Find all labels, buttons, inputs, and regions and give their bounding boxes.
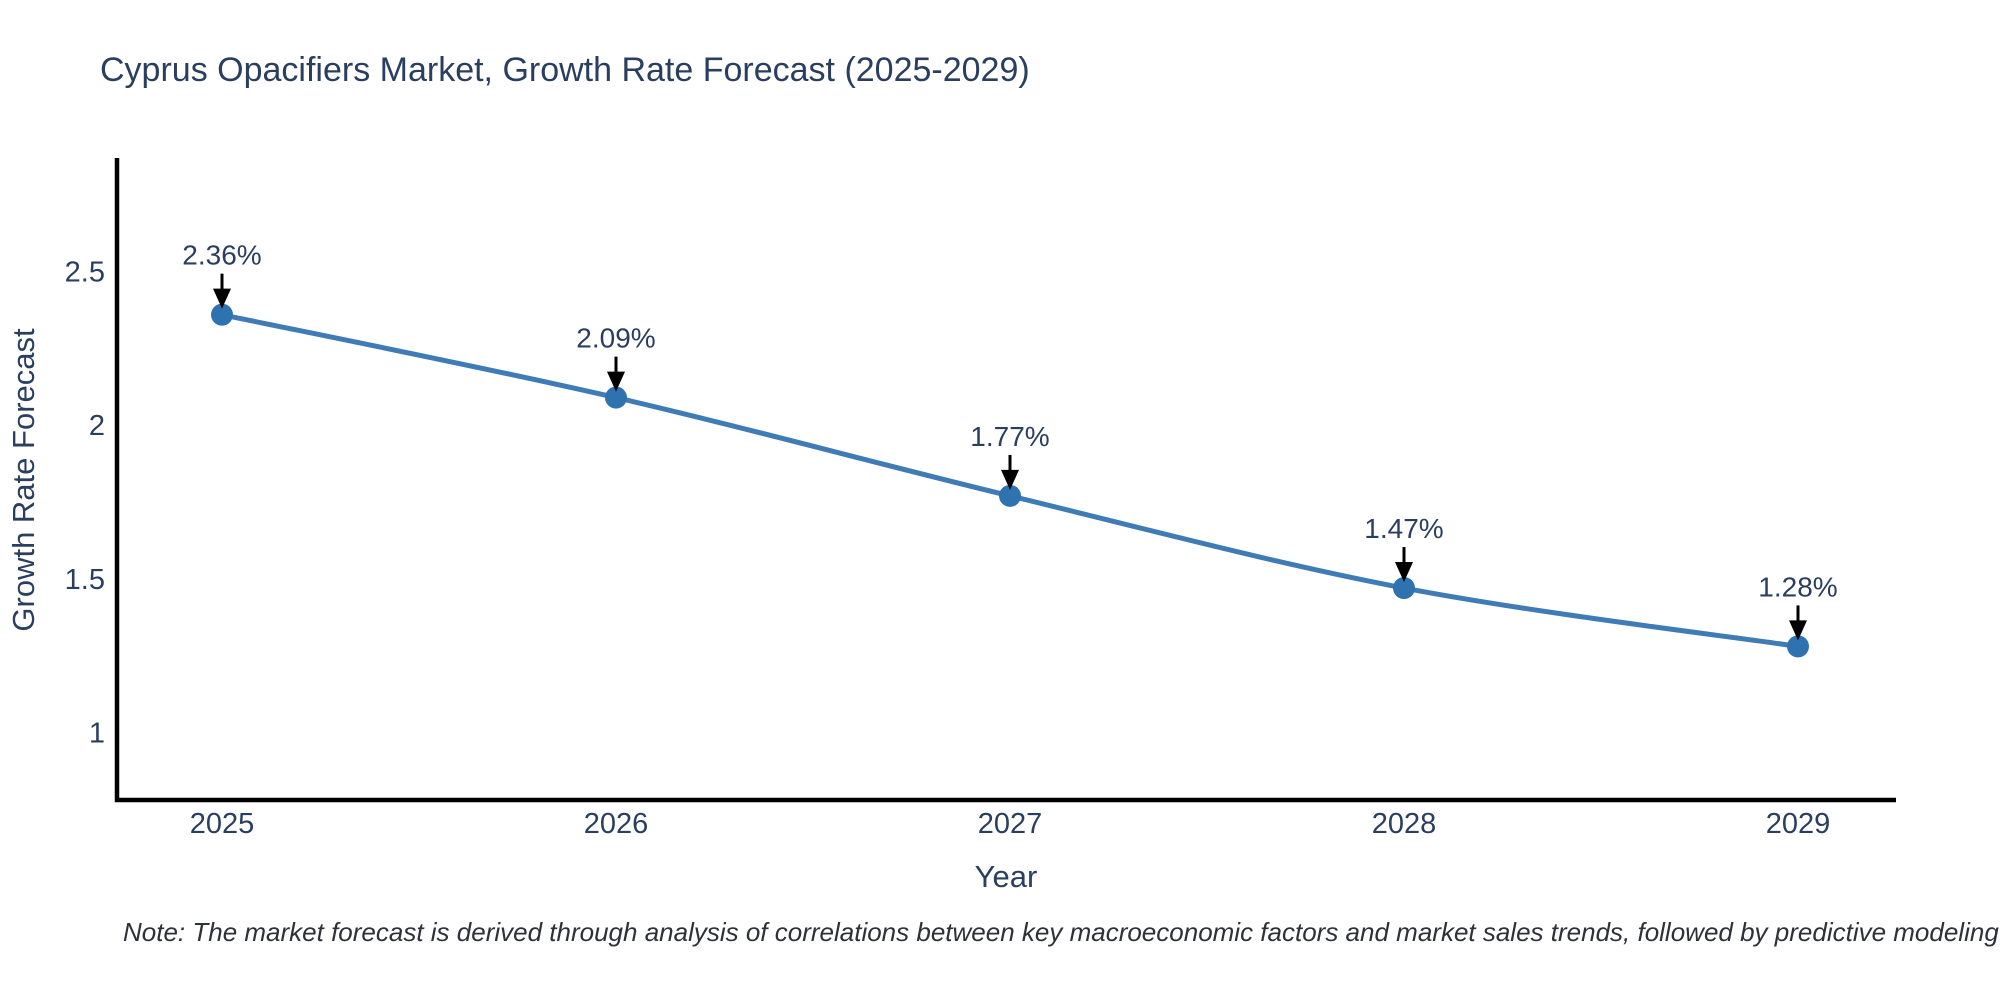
annotation-arrow-head (1789, 620, 1807, 641)
chart-title: Cyprus Opacifiers Market, Growth Rate Fo… (100, 51, 1030, 89)
x-tick-label: 2028 (1372, 808, 1437, 840)
annotation-arrow-head (1395, 562, 1413, 583)
x-tick-label: 2027 (978, 808, 1043, 840)
y-tick-label: 1 (89, 717, 105, 749)
y-axis-title: Growth Rate Forecast (6, 328, 41, 632)
point-value-label: 1.28% (1758, 571, 1837, 602)
data-point-2029 (1787, 635, 1809, 658)
data-point-2028 (1393, 577, 1415, 600)
y-tick-label: 2.5 (65, 257, 105, 289)
x-axis-tick-labels: 2025 2026 2027 2028 2029 (190, 808, 1831, 840)
annotation-arrow-head (1001, 469, 1019, 490)
point-value-label: 2.36% (182, 240, 261, 271)
point-value-label: 2.09% (576, 323, 655, 354)
x-tick-label: 2029 (1766, 808, 1831, 840)
data-points-layer (211, 303, 1809, 658)
data-point-2027 (999, 484, 1021, 507)
y-tick-label: 1.5 (65, 564, 105, 596)
point-value-label: 1.47% (1364, 513, 1443, 544)
x-tick-label: 2026 (584, 808, 649, 840)
y-axis-tick-labels: 1 1.5 2 2.5 (65, 257, 105, 750)
footnote: Note: The market forecast is derived thr… (123, 917, 2000, 947)
data-point-2026 (605, 386, 627, 409)
data-point-2025 (211, 303, 233, 326)
x-tick-label: 2025 (190, 808, 255, 840)
annotations-layer: 2.36% 2.09% 1.77% 1.47% 1.28% (182, 240, 1838, 641)
annotation-arrow-head (607, 371, 625, 392)
x-axis-title: Year (975, 859, 1038, 894)
axis-spines (114, 158, 1896, 803)
annotation-arrow-head (213, 288, 231, 309)
y-tick-label: 2 (89, 410, 105, 442)
point-value-label: 1.77% (970, 421, 1049, 452)
